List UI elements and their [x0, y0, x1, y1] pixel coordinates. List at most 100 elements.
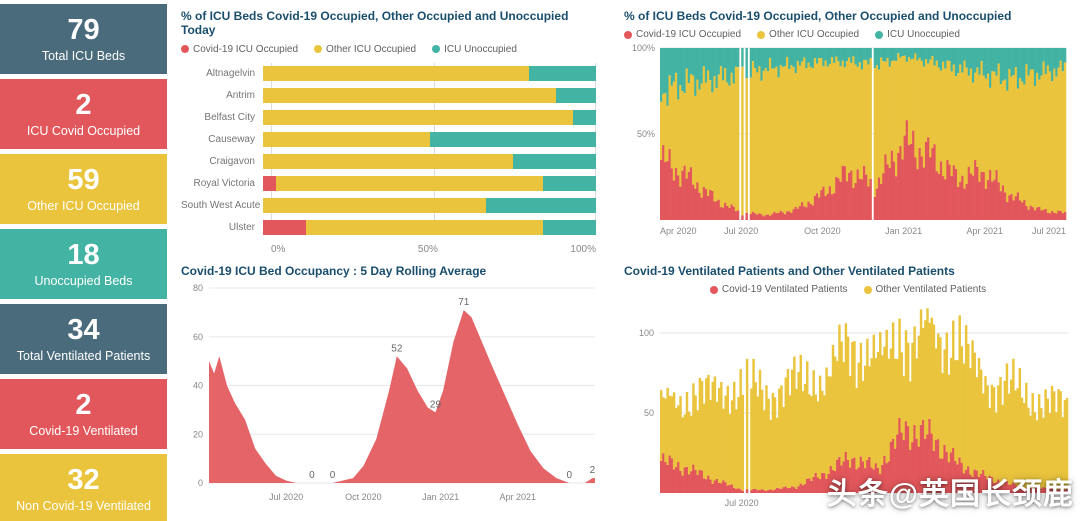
chart-title: % of ICU Beds Covid-19 Occupied, Other O…	[624, 9, 1012, 23]
kpi-label: Covid-19 Ventilated	[29, 423, 138, 438]
bar-segment[interactable]	[263, 132, 430, 148]
y-tick-label: 20	[193, 430, 203, 440]
stacked-bar[interactable]	[263, 154, 596, 170]
legend-label: Covid-19 ICU Occupied	[193, 43, 299, 55]
category-label: Ulster	[228, 222, 255, 234]
bar-row-altnagelvin[interactable]: Altnagelvin	[181, 63, 602, 85]
gridlines	[271, 62, 596, 233]
legend-label: Other Ventilated Patients	[875, 284, 987, 296]
bar-row-causeway[interactable]: Causeway	[181, 129, 602, 151]
x-tick-label: Jul 2020	[725, 498, 759, 508]
hospital-stacked-bar-chart[interactable]: Altnagelvin Antrim Belfast City Causeway Cra…	[181, 62, 602, 255]
x-axis: 0% 50% 100%	[271, 239, 596, 255]
chart-title: % of ICU Beds Covid-19 Occupied, Other O…	[181, 9, 569, 38]
category-label: South West Acute	[181, 200, 261, 212]
bar-row-belfast-city[interactable]: Belfast City	[181, 107, 602, 129]
data-label: 52	[391, 344, 403, 355]
stacked-bar[interactable]	[263, 110, 596, 126]
bar-segment[interactable]	[263, 154, 513, 170]
category-label: Causeway	[208, 134, 255, 146]
kpi-label: Total Ventilated Patients	[16, 348, 151, 363]
bar-segment[interactable]	[263, 198, 487, 214]
bar-segment[interactable]	[429, 132, 596, 148]
kpi-card-total-ventilated-patients: 34 Total Ventilated Patients	[0, 304, 167, 374]
ventilated-stacked-area-chart[interactable]: 50 100 Jul 2020	[624, 297, 1072, 512]
pct-stacked-area-chart[interactable]: 100% 50% Apr 2020 Jul 2020 Oct 2020 Jan 2021 A…	[624, 42, 1072, 238]
stacked-bar[interactable]	[263, 220, 596, 236]
bar-row-south-west-acute[interactable]: South West Acute	[181, 195, 602, 217]
rolling-average-area-chart[interactable]: 0 20 40 60 80 0 0 52 29 71 0 2 Jul 2020 Oct 2020 Jan 2…	[181, 278, 602, 506]
legend-dot-icon	[863, 285, 872, 294]
bar-segment[interactable]	[542, 176, 596, 192]
bar-segment[interactable]	[263, 176, 277, 192]
legend: Covid-19 ICU Occupied Other ICU Occupied…	[624, 29, 1072, 40]
stacked-bar[interactable]	[263, 176, 596, 192]
category-label: Altnagelvin	[206, 68, 255, 80]
watermark: 头条@英国长颈鹿	[826, 478, 1074, 511]
y-tick-label: 50	[644, 408, 654, 418]
kpi-card-covid-ventilated: 2 Covid-19 Ventilated	[0, 379, 167, 449]
bar-row-royal-victoria[interactable]: Royal Victoria	[181, 173, 602, 195]
hospital-occupancy-panel: % of ICU Beds Covid-19 Occupied, Other O…	[167, 0, 610, 255]
legend-label: Covid-19 Ventilated Patients	[721, 284, 848, 296]
kpi-label: Non Covid-19 Ventilated	[16, 498, 151, 513]
bar-segment[interactable]	[263, 220, 307, 236]
x-tick-label: Jul 2020	[724, 226, 758, 236]
legend-item-other-icu-occupied[interactable]: Other ICU Occupied	[314, 44, 416, 55]
legend-item-icu-unoccupied[interactable]: ICU Unoccupied	[432, 44, 517, 55]
chart-title: Covid-19 ICU Bed Occupancy : 5 Day Rolli…	[181, 264, 487, 278]
data-label: 29	[430, 400, 442, 411]
bar-segment[interactable]	[486, 198, 596, 214]
legend-item-other-icu-occupied[interactable]: Other ICU Occupied	[757, 29, 859, 40]
category-label: Belfast City	[204, 112, 255, 124]
x-tick-label: 50%	[417, 243, 438, 255]
kpi-label: Total ICU Beds	[41, 48, 126, 63]
gridline	[271, 62, 272, 233]
legend: Covid-19 ICU Occupied Other ICU Occupied…	[181, 44, 602, 55]
y-tick-label: 100%	[632, 43, 655, 53]
bar-segment[interactable]	[263, 88, 557, 104]
right-column: % of ICU Beds Covid-19 Occupied, Other O…	[610, 0, 1080, 521]
data-label: 2	[590, 466, 596, 477]
legend-dot-icon	[181, 45, 189, 54]
pct-over-time-panel: % of ICU Beds Covid-19 Occupied, Other O…	[610, 0, 1080, 255]
bar-row-craigavon[interactable]: Craigavon	[181, 151, 602, 173]
legend-dot-icon	[709, 285, 718, 294]
kpi-column: 79 Total ICU Beds 2 ICU Covid Occupied 5…	[0, 0, 167, 521]
bar-segment[interactable]	[306, 220, 543, 236]
x-tick-label: Jan 2021	[885, 226, 922, 236]
legend-item-covid-ventilated[interactable]: Covid-19 Ventilated Patients	[709, 284, 848, 296]
bar-segment[interactable]	[542, 220, 596, 236]
category-label: Antrim	[226, 90, 255, 102]
bar-row-ulster[interactable]: Ulster	[181, 217, 602, 239]
kpi-label: Unoccupied Beds	[34, 273, 133, 288]
legend-item-other-ventilated[interactable]: Other Ventilated Patients	[863, 284, 987, 296]
kpi-label: Other ICU Occupied	[27, 198, 140, 213]
data-label: 0	[330, 470, 336, 481]
bar-segment[interactable]	[556, 88, 596, 104]
x-tick-label: Apr 2021	[967, 226, 1004, 236]
x-tick-label: 100%	[570, 243, 596, 255]
bar-segment[interactable]	[512, 154, 596, 170]
kpi-label: ICU Covid Occupied	[26, 123, 141, 138]
stacked-bar[interactable]	[263, 198, 596, 214]
kpi-card-total-icu-beds: 79 Total ICU Beds	[0, 4, 167, 74]
legend-item-covid-icu-occupied[interactable]: Covid-19 ICU Occupied	[181, 44, 298, 55]
stacked-bar[interactable]	[263, 88, 596, 104]
gridline	[595, 62, 596, 233]
bar-segment[interactable]	[529, 66, 596, 82]
x-tick-label: 0%	[271, 243, 286, 255]
bar-segment[interactable]	[572, 110, 596, 126]
y-tick-label: 40	[193, 381, 203, 391]
bar-segment[interactable]	[263, 110, 573, 126]
stacked-bar[interactable]	[263, 66, 596, 82]
stacked-bar[interactable]	[263, 132, 596, 148]
legend-label: Other ICU Occupied	[769, 29, 860, 41]
x-tick-label: Oct 2020	[804, 226, 841, 236]
legend-item-covid-icu-occupied[interactable]: Covid-19 ICU Occupied	[624, 29, 741, 40]
bar-row-antrim[interactable]: Antrim	[181, 85, 602, 107]
legend-item-icu-unoccupied[interactable]: ICU Unoccupied	[875, 29, 960, 40]
legend-label: ICU Unoccupied	[887, 29, 960, 41]
bar-segment[interactable]	[263, 66, 530, 82]
bar-segment[interactable]	[276, 176, 543, 192]
